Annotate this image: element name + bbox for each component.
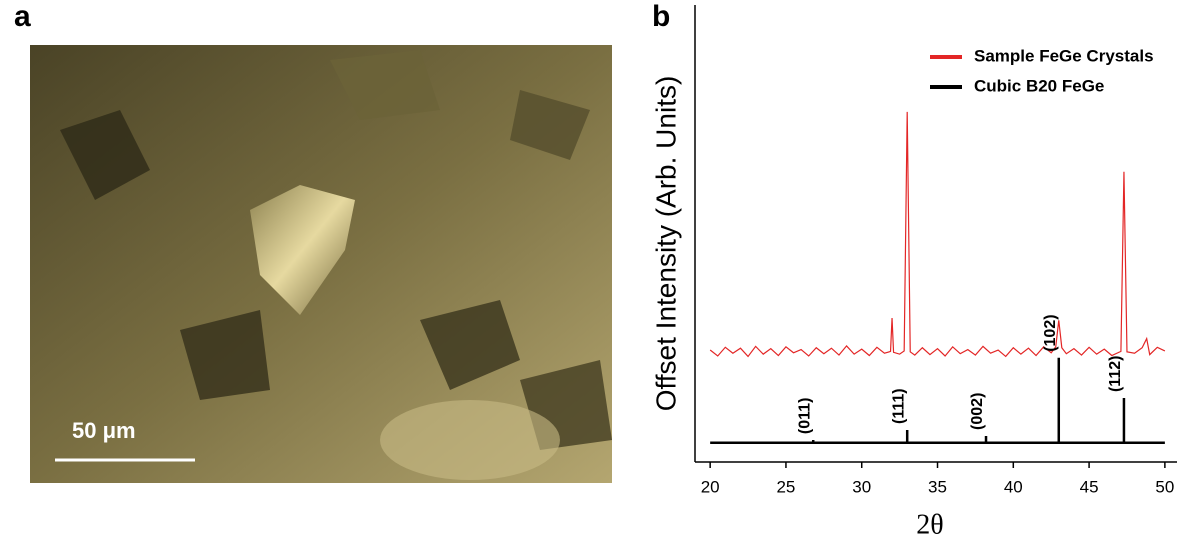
peak-label: (112) (1107, 356, 1124, 392)
peak-label: (011) (796, 398, 813, 434)
figure: a b 50 μm 20 25 30 35 40 45 50 2θ Offset Intensi… (0, 0, 1185, 544)
peak-label: (111) (890, 388, 907, 424)
scale-bar-label: 50 μm (72, 418, 136, 443)
legend-label: Sample FeGe Crystals (974, 46, 1154, 65)
legend-label: Cubic B20 FeGe (974, 76, 1104, 95)
data-line (710, 358, 1165, 443)
x-tick-label: 35 (928, 477, 947, 496)
peak-label: (102) (1042, 314, 1059, 351)
x-tick-label: 40 (1004, 477, 1023, 496)
x-tick-label: 30 (852, 477, 871, 496)
x-tick-label: 45 (1080, 477, 1099, 496)
y-axis-label: Offset Intensity (Arb. Units) (650, 76, 681, 412)
micrograph: 50 μm (30, 45, 612, 483)
panel-label: a (14, 0, 31, 33)
data-line (710, 112, 1165, 356)
x-tick-label: 50 (1155, 477, 1174, 496)
peak-label: (002) (969, 393, 986, 430)
x-tick-label: 20 (701, 477, 720, 496)
x-tick-label: 25 (776, 477, 795, 496)
x-axis-label: 2θ (916, 509, 943, 540)
panel-label: b (652, 0, 670, 33)
